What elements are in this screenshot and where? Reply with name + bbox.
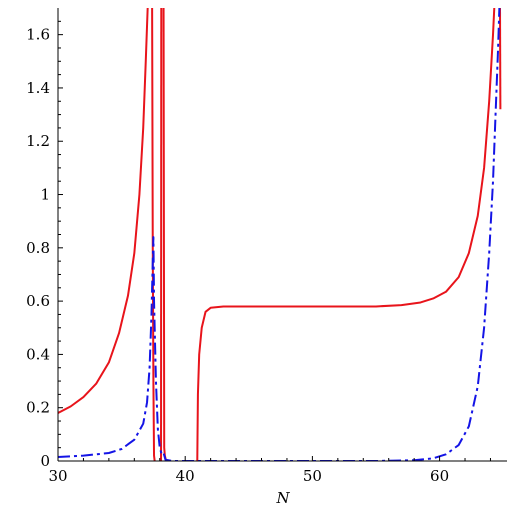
x-tick-label: 30 xyxy=(48,467,67,485)
y-tick-label: 0.8 xyxy=(26,239,50,257)
plot-lines xyxy=(58,7,502,461)
x-tick-label: 50 xyxy=(303,467,322,485)
ticks: 30 40 50 60 0 0.2 0.4 0.6 0.8 1 1.2 1.4 1.6 xyxy=(26,20,491,485)
y-tick-label: 0 xyxy=(40,452,50,470)
x-tick-label: 60 xyxy=(430,467,449,485)
y-tick-label: 1.4 xyxy=(26,79,50,97)
series-1-segment-2 xyxy=(151,7,156,461)
y-tick-label: 1.2 xyxy=(26,132,50,150)
y-tick-label: 0.4 xyxy=(26,345,50,363)
x-axis-label: N xyxy=(275,489,290,507)
series-1-segment-1 xyxy=(58,7,149,414)
y-tick-label: 0.2 xyxy=(26,399,50,417)
series-1-segment-4 xyxy=(162,7,168,461)
series-2-segment-1 xyxy=(58,7,501,461)
y-tick-label: 1 xyxy=(40,186,50,204)
x-tick-label: 40 xyxy=(176,467,195,485)
axes xyxy=(57,8,507,462)
y-tick-label: 1.6 xyxy=(26,26,50,44)
series-1-segment-5 xyxy=(196,7,496,461)
y-tick-label: 0.6 xyxy=(26,292,50,310)
